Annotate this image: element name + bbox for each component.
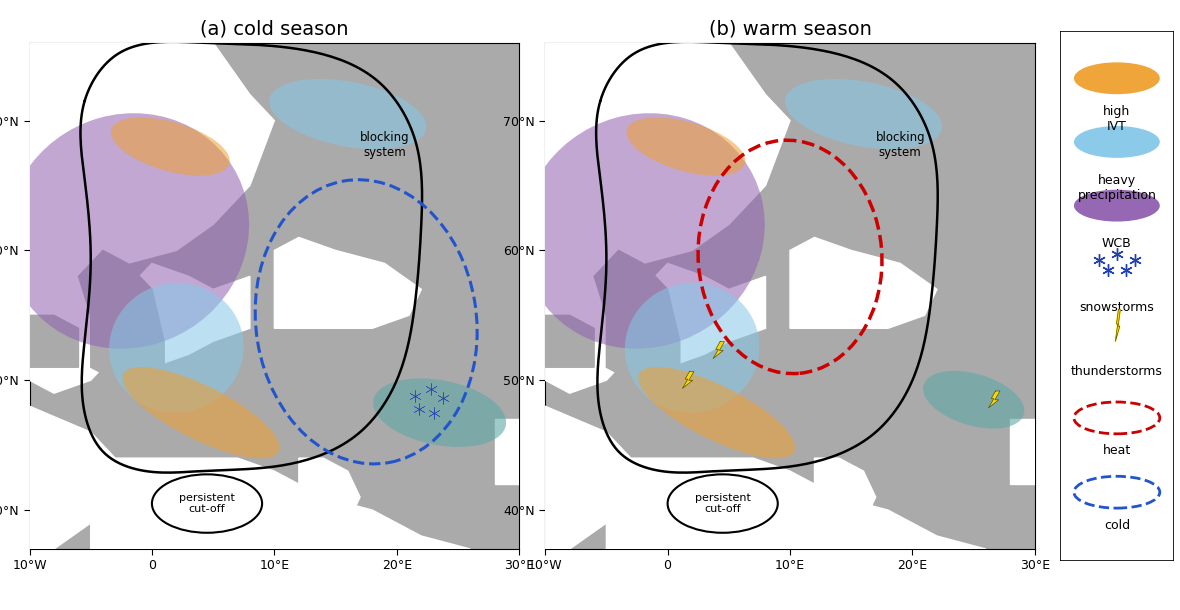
Text: heavy
precipitation: heavy precipitation	[1077, 174, 1156, 202]
Polygon shape	[103, 43, 274, 264]
Ellipse shape	[1074, 190, 1160, 221]
Ellipse shape	[1074, 126, 1160, 158]
Ellipse shape	[269, 79, 426, 149]
Ellipse shape	[123, 367, 280, 458]
Ellipse shape	[109, 283, 244, 413]
Polygon shape	[30, 315, 78, 367]
Polygon shape	[30, 43, 152, 393]
Polygon shape	[274, 237, 421, 328]
Text: snowstorms: snowstorms	[1080, 301, 1154, 314]
Title: (a) cold season: (a) cold season	[201, 20, 348, 38]
Polygon shape	[78, 251, 152, 315]
Ellipse shape	[785, 79, 942, 149]
Text: cold: cold	[1103, 518, 1130, 532]
Polygon shape	[30, 406, 116, 549]
FancyBboxPatch shape	[1060, 30, 1174, 561]
Text: blocking
system: blocking system	[876, 131, 925, 159]
Text: persistent
cut-off: persistent cut-off	[695, 493, 750, 514]
Polygon shape	[643, 264, 766, 367]
Text: heat: heat	[1103, 445, 1130, 458]
Polygon shape	[607, 276, 680, 380]
Ellipse shape	[111, 117, 230, 176]
Text: high
IVT: high IVT	[1103, 105, 1130, 133]
Polygon shape	[30, 43, 519, 549]
Polygon shape	[299, 458, 360, 549]
Text: persistent
cut-off: persistent cut-off	[179, 493, 235, 514]
Text: thunderstorms: thunderstorms	[1071, 365, 1162, 378]
Ellipse shape	[373, 378, 506, 447]
Polygon shape	[545, 43, 618, 121]
Ellipse shape	[638, 367, 795, 458]
Ellipse shape	[6, 113, 249, 349]
Polygon shape	[814, 458, 876, 549]
Polygon shape	[545, 43, 1035, 549]
Polygon shape	[545, 43, 668, 393]
Polygon shape	[1115, 310, 1120, 342]
Polygon shape	[30, 43, 139, 173]
Polygon shape	[713, 342, 725, 359]
Polygon shape	[989, 391, 999, 408]
Polygon shape	[545, 315, 595, 367]
Ellipse shape	[1074, 62, 1160, 94]
Polygon shape	[791, 237, 937, 328]
Ellipse shape	[522, 113, 765, 349]
Ellipse shape	[624, 283, 760, 413]
Polygon shape	[682, 371, 694, 389]
Polygon shape	[607, 458, 985, 549]
Text: blocking
system: blocking system	[360, 131, 409, 159]
Ellipse shape	[923, 371, 1024, 429]
Ellipse shape	[627, 117, 746, 176]
Polygon shape	[618, 43, 791, 264]
Polygon shape	[545, 43, 655, 173]
Polygon shape	[91, 458, 471, 549]
Polygon shape	[545, 406, 631, 549]
Polygon shape	[127, 264, 250, 367]
Polygon shape	[595, 251, 668, 315]
Polygon shape	[30, 43, 103, 121]
Polygon shape	[494, 419, 519, 484]
Text: WCB: WCB	[1102, 237, 1132, 251]
Title: (b) warm season: (b) warm season	[708, 20, 872, 38]
Polygon shape	[1010, 419, 1035, 484]
Polygon shape	[91, 276, 164, 380]
